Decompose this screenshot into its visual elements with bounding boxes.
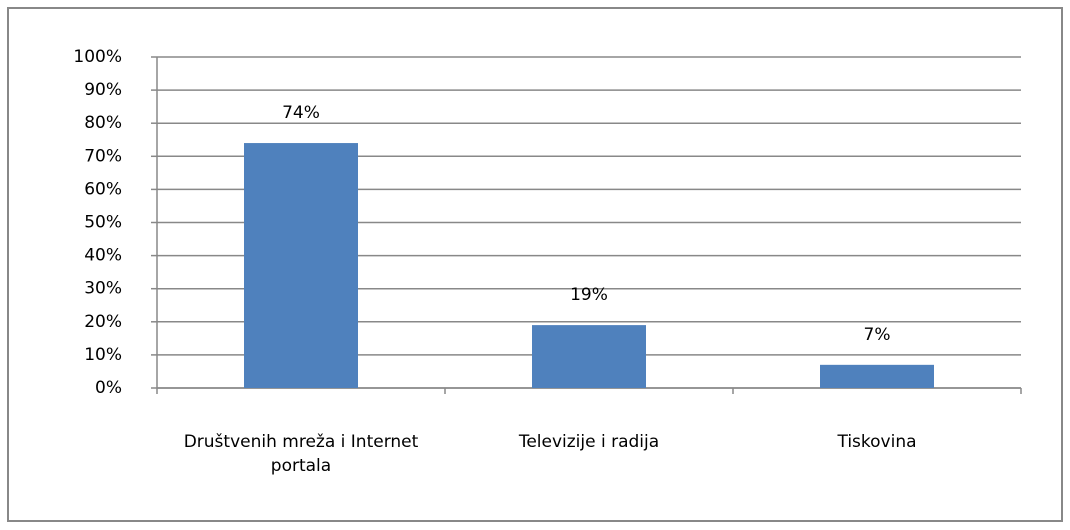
y-tick-label: 90%: [84, 80, 122, 100]
data-label: 74%: [282, 103, 320, 123]
y-tick-label: 20%: [84, 312, 122, 332]
data-label: 7%: [864, 325, 891, 345]
y-tick-label: 50%: [84, 213, 122, 233]
y-tick-label: 30%: [84, 279, 122, 299]
bar: [820, 364, 934, 388]
data-label: 19%: [570, 285, 608, 305]
bar: [244, 143, 358, 388]
x-tick-label: Tiskovina: [837, 432, 917, 452]
y-tick-label: 10%: [84, 345, 122, 365]
y-tick-label: 80%: [84, 113, 122, 133]
x-tick-label: Društvenih mreža i Internet portala: [183, 432, 419, 476]
x-tick-label: Televizije i radija: [518, 432, 660, 452]
chart-border: [7, 7, 1063, 522]
y-tick-label: 70%: [84, 146, 122, 166]
bar: [532, 325, 646, 388]
y-tick-label: 40%: [84, 246, 122, 266]
y-tick-label: 100%: [73, 47, 122, 67]
y-tick-label: 60%: [84, 179, 122, 199]
y-tick-label: 0%: [95, 378, 122, 398]
